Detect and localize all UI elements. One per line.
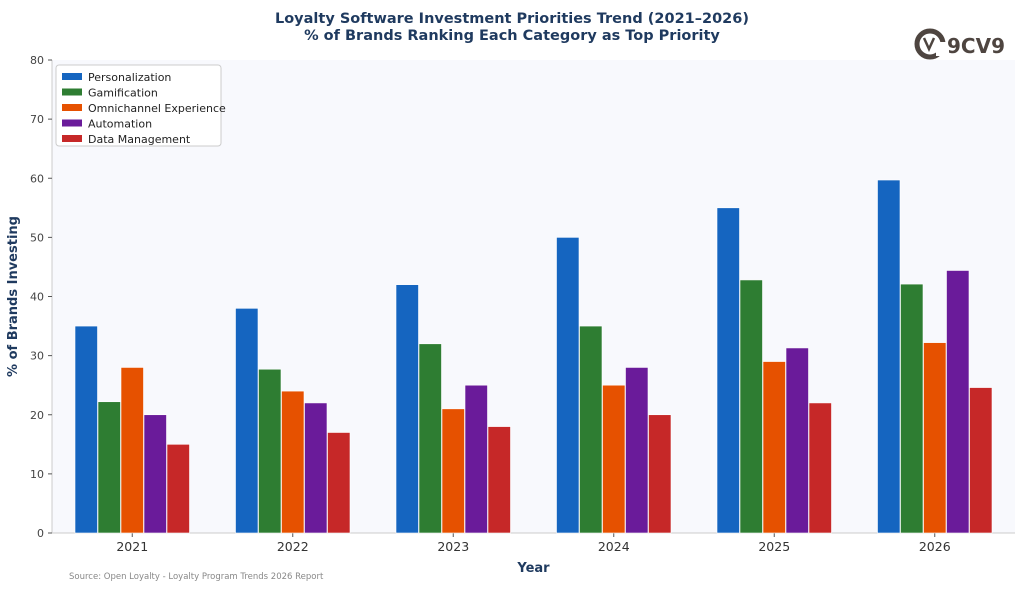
chart-subtitle: % of Brands Ranking Each Category as Top… <box>304 28 720 44</box>
y-tick-label: 30 <box>30 350 44 363</box>
legend-label-omnichannel-experience: Omnichannel Experience <box>88 102 226 115</box>
bar-gamification-2025 <box>739 279 763 534</box>
x-axis-label: Year <box>516 561 550 576</box>
y-axis: 0 10 20 30 40 50 60 70 80 <box>30 54 53 540</box>
chart-title: Loyalty Software Investment Priorities T… <box>274 11 749 27</box>
x-axis: 2021 2022 2023 2024 2025 2026 <box>52 532 1015 554</box>
x-tick-label: 2026 <box>919 539 951 554</box>
legend-swatch-gamification <box>62 88 82 96</box>
x-tick-label: 2024 <box>598 539 630 554</box>
logo-text: 9CV9 <box>947 34 1005 58</box>
bar-gamification-2026 <box>900 283 924 534</box>
bar-omnichannel-experience-2023 <box>441 408 465 534</box>
bars <box>74 179 993 534</box>
bar-data-management-2025 <box>808 402 832 534</box>
bar-data-management-2022 <box>327 432 351 534</box>
y-tick-label: 80 <box>30 54 44 67</box>
bar-personalization-2026 <box>877 179 901 534</box>
bar-automation-2021 <box>143 414 167 534</box>
bar-gamification-2024 <box>579 325 603 534</box>
legend-label-data-management: Data Management <box>88 133 191 146</box>
legend-swatch-personalization <box>62 73 82 80</box>
bar-personalization-2025 <box>716 207 740 534</box>
bar-automation-2025 <box>785 347 809 534</box>
bar-data-management-2024 <box>648 414 672 534</box>
bar-automation-2022 <box>304 402 328 534</box>
bar-data-management-2023 <box>487 426 511 534</box>
y-axis-label: % of Brands Investing <box>6 216 21 377</box>
bar-omnichannel-experience-2021 <box>120 367 144 534</box>
y-tick-label: 40 <box>30 291 44 304</box>
bar-data-management-2026 <box>969 387 993 534</box>
bar-omnichannel-experience-2026 <box>923 342 947 534</box>
y-tick-label: 20 <box>30 409 44 422</box>
bar-omnichannel-experience-2022 <box>281 390 305 534</box>
x-tick-label: 2021 <box>116 539 148 554</box>
y-tick-label: 0 <box>37 527 44 540</box>
9cv9-logo-icon <box>914 28 946 60</box>
legend-box <box>55 64 222 147</box>
x-tick-label: 2023 <box>437 539 469 554</box>
bar-personalization-2021 <box>74 325 98 534</box>
legend-swatch-data-management <box>62 135 82 142</box>
brand-logo: 9CV9 <box>914 28 1005 60</box>
bar-personalization-2023 <box>395 284 419 534</box>
bar-automation-2024 <box>625 367 649 534</box>
legend-swatch-omnichannel-experience <box>62 104 82 111</box>
legend: Personalization Gamification Omnichannel E… <box>55 64 226 147</box>
bar-gamification-2023 <box>418 343 442 534</box>
y-tick-label: 60 <box>30 172 44 185</box>
bar-automation-2023 <box>464 384 488 534</box>
bar-omnichannel-experience-2024 <box>602 384 626 534</box>
source-note: Source: Open Loyalty - Loyalty Program T… <box>69 572 324 582</box>
legend-label-gamification: Gamification <box>88 87 158 100</box>
x-tick-label: 2022 <box>277 539 309 554</box>
bar-omnichannel-experience-2025 <box>762 361 786 534</box>
bar-gamification-2021 <box>97 401 121 534</box>
y-tick-label: 70 <box>30 113 44 126</box>
bar-automation-2026 <box>946 270 970 534</box>
legend-label-personalization: Personalization <box>88 71 171 84</box>
legend-swatch-automation <box>62 119 82 127</box>
bar-data-management-2021 <box>166 444 190 534</box>
legend-label-automation: Automation <box>88 118 152 131</box>
y-tick-label: 50 <box>30 231 44 244</box>
bar-gamification-2022 <box>258 368 282 534</box>
x-tick-label: 2025 <box>758 539 790 554</box>
bar-personalization-2022 <box>235 308 259 534</box>
bar-personalization-2024 <box>556 237 580 534</box>
y-tick-label: 10 <box>30 468 44 481</box>
